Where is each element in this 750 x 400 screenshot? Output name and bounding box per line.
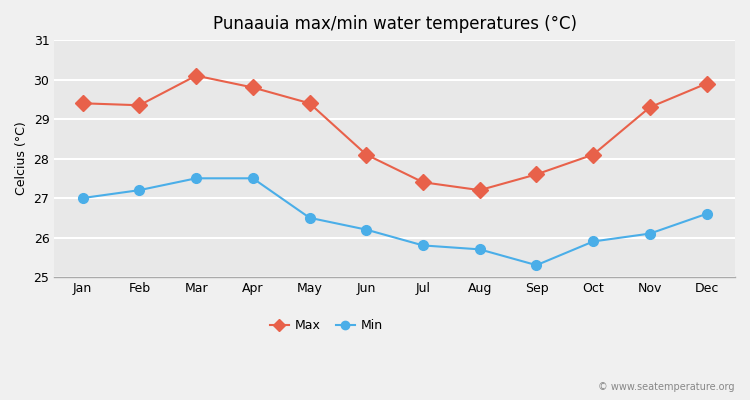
Max bbox=[362, 152, 370, 157]
Min bbox=[476, 247, 484, 252]
Y-axis label: Celcius (°C): Celcius (°C) bbox=[15, 122, 28, 196]
Max bbox=[702, 81, 711, 86]
Min bbox=[248, 176, 257, 181]
Max bbox=[419, 180, 428, 185]
Min bbox=[589, 239, 598, 244]
Min bbox=[362, 227, 370, 232]
Min bbox=[191, 176, 200, 181]
Max bbox=[78, 101, 87, 106]
Min bbox=[419, 243, 428, 248]
Max bbox=[135, 103, 144, 108]
Title: Punaauia max/min water temperatures (°C): Punaauia max/min water temperatures (°C) bbox=[213, 15, 577, 33]
Max bbox=[589, 152, 598, 157]
Text: © www.seatemperature.org: © www.seatemperature.org bbox=[598, 382, 735, 392]
Max bbox=[476, 188, 484, 192]
Min bbox=[135, 188, 144, 192]
Max bbox=[191, 73, 200, 78]
Legend: Max, Min: Max, Min bbox=[265, 314, 388, 337]
Line: Max: Max bbox=[77, 70, 712, 196]
Max bbox=[532, 172, 541, 177]
Line: Min: Min bbox=[78, 174, 712, 270]
Min bbox=[702, 212, 711, 216]
Max bbox=[305, 101, 314, 106]
Min bbox=[532, 263, 541, 268]
Max bbox=[646, 105, 655, 110]
Max bbox=[248, 85, 257, 90]
Min bbox=[646, 231, 655, 236]
Min bbox=[305, 215, 314, 220]
Min bbox=[78, 196, 87, 200]
